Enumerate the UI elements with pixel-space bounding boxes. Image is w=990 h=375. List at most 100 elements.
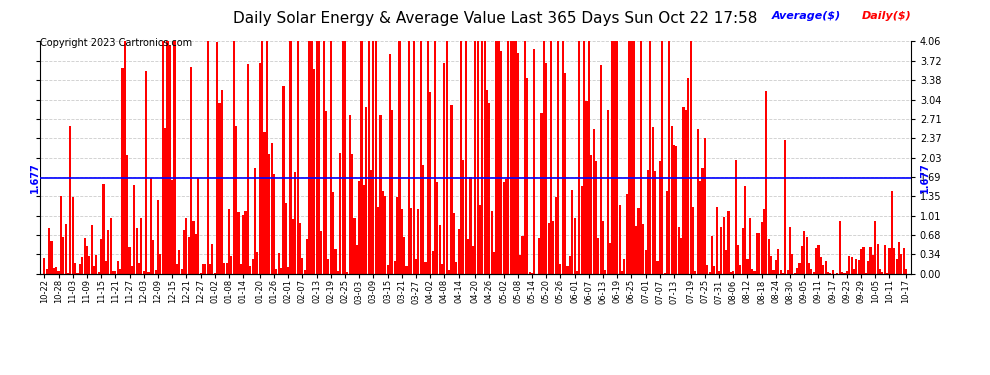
Bar xyxy=(114,271,117,274)
Bar xyxy=(81,256,83,274)
Bar xyxy=(737,245,740,274)
Bar xyxy=(297,41,299,274)
Bar xyxy=(335,249,337,274)
Bar xyxy=(624,259,626,274)
Bar xyxy=(311,41,313,274)
Bar xyxy=(83,238,86,274)
Bar xyxy=(382,191,384,274)
Bar xyxy=(143,271,145,274)
Bar xyxy=(52,268,54,274)
Bar xyxy=(192,221,195,274)
Bar xyxy=(818,245,820,274)
Bar xyxy=(658,161,661,274)
Text: Daily($): Daily($) xyxy=(861,11,911,21)
Bar xyxy=(292,219,294,274)
Bar xyxy=(638,209,640,274)
Bar xyxy=(602,220,604,274)
Bar xyxy=(697,129,699,274)
Bar xyxy=(450,105,452,274)
Bar xyxy=(211,244,214,274)
Bar xyxy=(822,265,825,274)
Bar xyxy=(110,218,112,274)
Bar xyxy=(751,269,753,274)
Bar xyxy=(552,221,554,274)
Bar xyxy=(282,86,284,274)
Bar xyxy=(117,261,119,274)
Bar xyxy=(510,41,512,274)
Bar xyxy=(666,191,668,274)
Bar xyxy=(619,205,621,274)
Bar xyxy=(864,273,867,274)
Bar xyxy=(692,207,694,274)
Bar xyxy=(905,269,907,274)
Bar xyxy=(730,272,732,274)
Bar xyxy=(706,264,708,274)
Bar xyxy=(549,41,552,274)
Bar xyxy=(188,237,190,274)
Bar xyxy=(462,160,464,274)
Bar xyxy=(216,42,218,274)
Bar xyxy=(476,41,478,274)
Bar xyxy=(704,138,706,274)
Bar xyxy=(853,269,855,274)
Bar xyxy=(200,273,202,274)
Bar xyxy=(270,142,272,274)
Bar xyxy=(425,262,427,274)
Bar xyxy=(245,211,247,274)
Bar xyxy=(256,252,258,274)
Bar xyxy=(363,185,365,274)
Bar xyxy=(439,225,441,274)
Bar xyxy=(386,265,389,274)
Bar xyxy=(746,260,748,274)
Bar xyxy=(204,264,206,274)
Bar xyxy=(554,198,556,274)
Bar xyxy=(131,266,133,274)
Bar xyxy=(699,181,701,274)
Bar xyxy=(251,259,253,274)
Bar xyxy=(124,41,126,274)
Bar xyxy=(95,255,97,274)
Bar xyxy=(876,244,879,274)
Bar xyxy=(767,239,770,274)
Bar xyxy=(498,41,500,274)
Bar xyxy=(240,264,242,274)
Bar xyxy=(156,200,159,274)
Bar xyxy=(848,256,850,274)
Bar xyxy=(742,228,743,274)
Bar xyxy=(507,41,510,274)
Bar xyxy=(709,272,711,274)
Bar xyxy=(348,116,350,274)
Bar xyxy=(597,238,599,274)
Bar xyxy=(355,245,358,274)
Bar xyxy=(152,240,154,274)
Bar xyxy=(346,272,348,274)
Bar xyxy=(391,110,393,274)
Bar xyxy=(621,272,623,274)
Bar xyxy=(888,248,891,274)
Bar xyxy=(261,41,263,274)
Bar xyxy=(543,41,545,274)
Bar xyxy=(879,269,881,274)
Bar xyxy=(685,110,687,274)
Bar xyxy=(148,273,149,274)
Bar xyxy=(235,126,238,274)
Bar xyxy=(396,197,398,274)
Text: Copyright 2023 Cartronics.com: Copyright 2023 Cartronics.com xyxy=(40,38,192,48)
Bar xyxy=(505,179,507,274)
Bar xyxy=(228,209,230,274)
Bar xyxy=(48,228,50,274)
Bar xyxy=(126,155,129,274)
Bar xyxy=(422,165,424,274)
Bar xyxy=(328,259,330,274)
Bar xyxy=(221,90,223,274)
Bar xyxy=(687,78,689,274)
Bar xyxy=(46,268,48,274)
Bar xyxy=(845,271,848,274)
Bar xyxy=(787,270,789,274)
Bar xyxy=(164,128,166,274)
Bar xyxy=(522,236,524,274)
Bar xyxy=(320,231,323,274)
Bar xyxy=(171,180,173,274)
Bar xyxy=(176,264,178,274)
Bar xyxy=(299,223,301,274)
